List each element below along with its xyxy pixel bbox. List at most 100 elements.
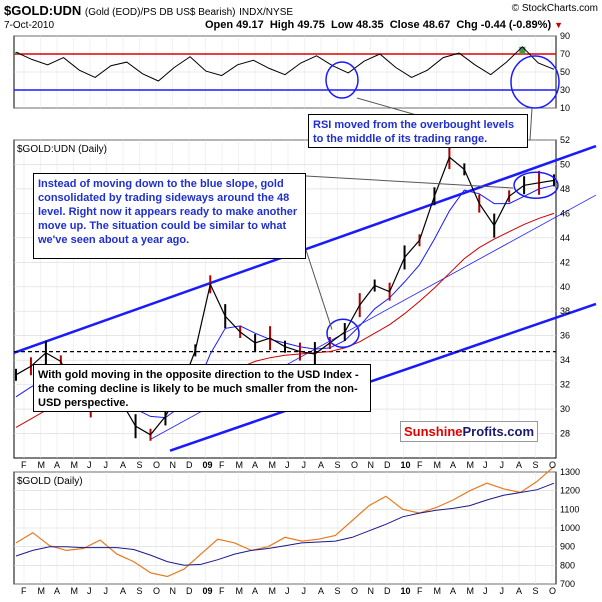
main-pointer-2 (305, 249, 333, 330)
x-tick-label: 09 (203, 460, 213, 470)
x-tick-label: J (483, 586, 488, 596)
gold-panel: $GOLD (Daily) (15, 465, 555, 578)
y-tick-label: 700 (560, 579, 575, 589)
chart-symbol: $GOLD:UDN (Gold (EOD)/PS DB US$ Bearish)… (4, 3, 293, 18)
y-tick-label: 30 (560, 85, 570, 95)
copyright: © StockCharts.com (511, 3, 598, 14)
rsi-annotation: RSI moved from the overbought levels to … (308, 114, 528, 148)
ohlc-readout: Open 49.17 High 49.75 Low 48.35 Close 48… (205, 19, 563, 31)
chart-date: 7-Oct-2010 (4, 20, 55, 31)
x-tick-label: O (351, 460, 358, 470)
rsi-pointer (356, 97, 421, 117)
x-tick-label: J (104, 460, 109, 470)
x-tick-label: F (219, 586, 225, 596)
x-tick-label: A (120, 460, 126, 470)
watermark-part1: Sunshine (404, 424, 463, 439)
rsi-overbought-fill (13, 52, 19, 54)
x-tick-label: F (21, 460, 27, 470)
x-tick-label: A (516, 460, 522, 470)
x-tick-label: J (104, 586, 109, 596)
x-tick-label: O (153, 460, 160, 470)
price-circle-1 (326, 318, 360, 348)
main-annotation: Instead of moving down to the blue slope… (33, 173, 306, 259)
x-tick-label: S (533, 460, 539, 470)
x-tick-label: D (186, 460, 193, 470)
x-tick-label: A (120, 586, 126, 596)
y-tick-label: 48 (560, 184, 570, 194)
x-tick-label: D (384, 586, 391, 596)
x-tick-label: M (467, 460, 475, 470)
x-tick-label: N (170, 586, 177, 596)
x-tick-label: N (368, 586, 375, 596)
watermark-part2: Profits.com (462, 424, 535, 439)
y-tick-label: 36 (560, 331, 570, 341)
x-tick-label: M (269, 460, 277, 470)
y-tick-label: 32 (560, 380, 570, 390)
y-tick-label: 46 (560, 208, 570, 218)
x-tick-label: O (549, 586, 556, 596)
lower-trend-line (169, 302, 597, 452)
x-tick-label: O (549, 460, 556, 470)
close-value: Close 48.67 (389, 19, 451, 31)
y-tick-label: 50 (560, 67, 570, 77)
x-tick-label: S (533, 586, 539, 596)
open-value: Open 49.17 (205, 19, 264, 31)
x-tick-label: J (87, 586, 92, 596)
y-tick-label: 1300 (560, 467, 580, 477)
x-tick-label: M (269, 586, 277, 596)
x-tick-label: F (417, 586, 423, 596)
symbol-description: (Gold (EOD)/PS DB US$ Bearish) (84, 7, 236, 18)
x-tick-label: M (467, 586, 475, 596)
y-tick-label: 40 (560, 282, 570, 292)
x-tick-label: D (384, 460, 391, 470)
x-tick-label: F (417, 460, 423, 470)
x-tick-label: S (137, 460, 143, 470)
rsi-circle-1 (325, 61, 359, 99)
y-tick-label: 1200 (560, 486, 580, 496)
x-tick-label: A (318, 586, 324, 596)
y-tick-label: 800 (560, 560, 575, 570)
x-tick-label: M (38, 586, 46, 596)
y-tick-label: 90 (560, 31, 570, 41)
x-tick-label: J (302, 586, 307, 596)
rsi-overbought-fill (519, 46, 526, 54)
y-tick-label: 42 (560, 257, 570, 267)
x-tick-label: M (71, 586, 79, 596)
rsi-panel (13, 46, 560, 141)
y-tick-label: 50 (560, 159, 570, 169)
y-tick-label: 28 (560, 429, 570, 439)
x-tick-label: J (285, 586, 290, 596)
x-tick-label: S (335, 460, 341, 470)
change-value: Chg -0.44 (-0.89%) (456, 19, 552, 31)
price-circle-2 (513, 171, 559, 200)
y-tick-label: 10 (560, 103, 570, 113)
x-tick-label: M (434, 460, 442, 470)
x-tick-label: A (318, 460, 324, 470)
rsi-pointer-2 (529, 107, 533, 141)
y-tick-label: 34 (560, 355, 570, 365)
x-tick-label: A (54, 460, 60, 470)
y-tick-label: 1100 (560, 504, 579, 514)
x-tick-label: M (434, 586, 442, 596)
y-tick-label: 30 (560, 404, 570, 414)
x-tick-label: A (450, 586, 456, 596)
x-tick-label: A (516, 586, 522, 596)
x-tick-label: O (153, 586, 160, 596)
x-tick-label: M (236, 460, 244, 470)
high-value: High 49.75 (269, 19, 325, 31)
gold-ma-line (15, 482, 555, 566)
x-tick-label: A (54, 586, 60, 596)
y-tick-label: 1000 (560, 523, 580, 533)
symbol-text: $GOLD:UDN (4, 3, 82, 18)
x-tick-label: 10 (401, 586, 411, 596)
y-tick-label: 70 (560, 49, 570, 59)
x-tick-label: J (500, 460, 505, 470)
x-tick-label: M (236, 586, 244, 596)
x-tick-label: S (335, 586, 341, 596)
x-tick-label: A (252, 460, 258, 470)
x-tick-label: J (285, 460, 290, 470)
x-tick-label: 09 (203, 586, 213, 596)
x-tick-label: M (71, 460, 79, 470)
x-tick-label: F (219, 460, 225, 470)
